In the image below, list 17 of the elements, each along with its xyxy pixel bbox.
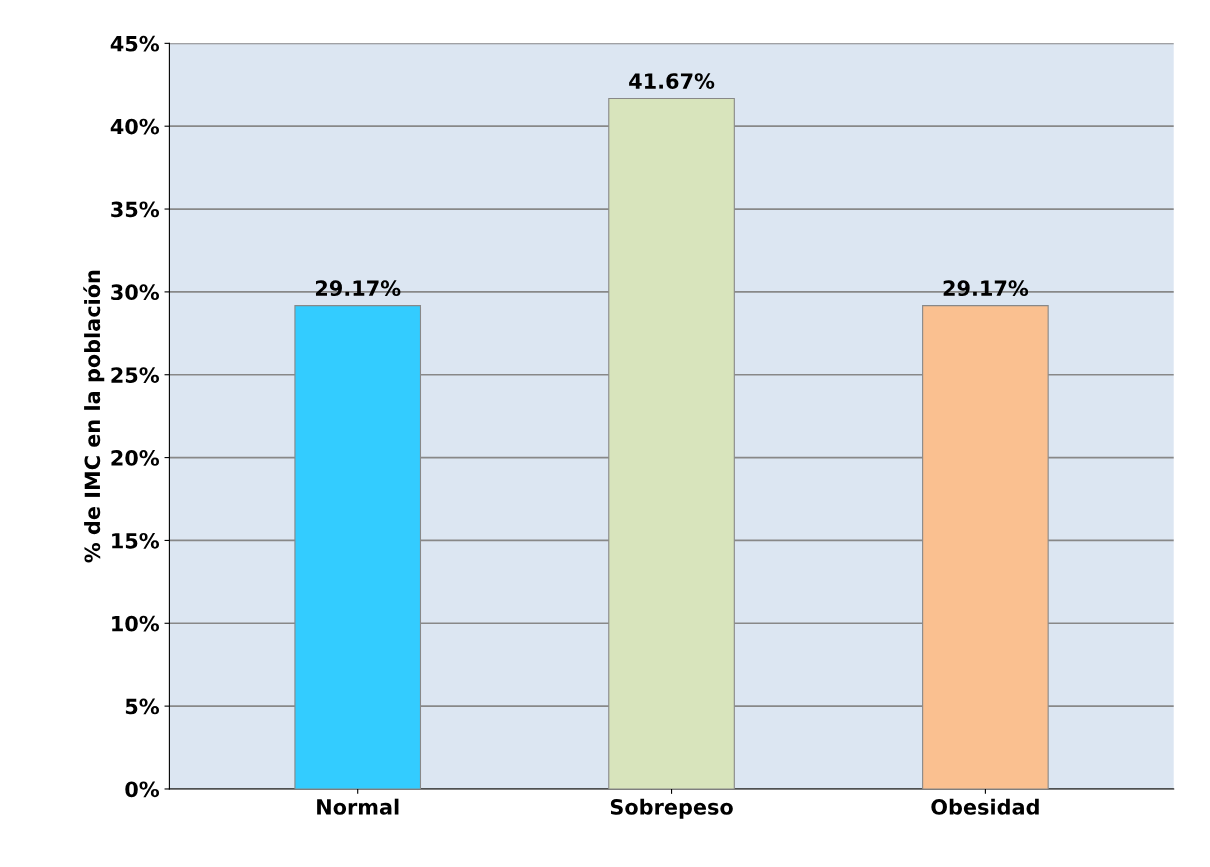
- y-axis-title: % de IMC en la población: [83, 270, 105, 563]
- y-tick-label: 40%: [110, 118, 160, 135]
- y-tick-label: 20%: [111, 450, 160, 466]
- x-tick-label: Normal: [317, 798, 399, 815]
- y-tick-label: 25%: [111, 367, 160, 383]
- data-label: 29.17%: [943, 280, 1029, 297]
- data-label: 29.17%: [315, 280, 401, 297]
- y-tick-label: 0%: [125, 781, 160, 798]
- y-tick-label: 30%: [111, 284, 160, 301]
- y-tick-label: 35%: [111, 201, 160, 218]
- x-tick-label: Obesidad: [931, 798, 1039, 815]
- data-label: 41.67%: [629, 73, 715, 89]
- y-tick-label: 15%: [112, 532, 160, 549]
- y-tick-label: 10%: [112, 615, 160, 632]
- y-tick-label: 5%: [125, 698, 160, 715]
- y-tick-label: 45%: [110, 35, 160, 52]
- x-tick-label: Sobrepeso: [610, 798, 733, 819]
